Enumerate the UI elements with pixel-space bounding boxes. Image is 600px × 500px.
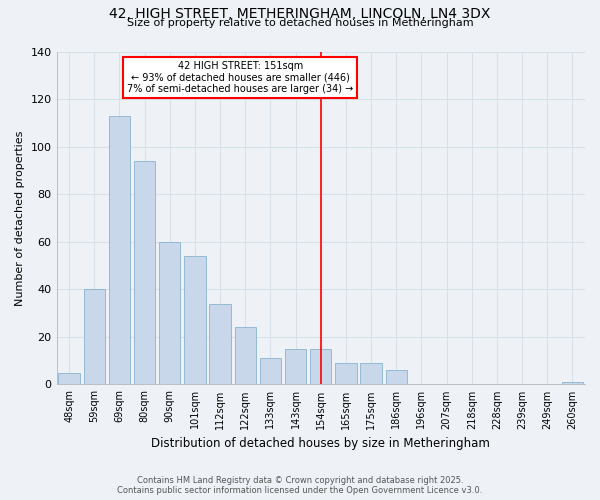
Bar bbox=[310, 349, 331, 384]
Bar bbox=[235, 328, 256, 384]
Bar bbox=[386, 370, 407, 384]
Bar bbox=[562, 382, 583, 384]
Bar bbox=[260, 358, 281, 384]
Text: Size of property relative to detached houses in Metheringham: Size of property relative to detached ho… bbox=[127, 18, 473, 28]
Bar bbox=[134, 161, 155, 384]
Text: Contains HM Land Registry data © Crown copyright and database right 2025.
Contai: Contains HM Land Registry data © Crown c… bbox=[118, 476, 482, 495]
Bar bbox=[209, 304, 231, 384]
Bar bbox=[335, 363, 356, 384]
X-axis label: Distribution of detached houses by size in Metheringham: Distribution of detached houses by size … bbox=[151, 437, 490, 450]
Text: 42, HIGH STREET, METHERINGHAM, LINCOLN, LN4 3DX: 42, HIGH STREET, METHERINGHAM, LINCOLN, … bbox=[109, 8, 491, 22]
Y-axis label: Number of detached properties: Number of detached properties bbox=[15, 130, 25, 306]
Bar bbox=[159, 242, 181, 384]
Bar bbox=[83, 290, 105, 384]
Bar bbox=[109, 116, 130, 384]
Bar bbox=[285, 349, 307, 384]
Text: 42 HIGH STREET: 151sqm
← 93% of detached houses are smaller (446)
7% of semi-det: 42 HIGH STREET: 151sqm ← 93% of detached… bbox=[127, 61, 353, 94]
Bar bbox=[58, 372, 80, 384]
Bar bbox=[184, 256, 206, 384]
Bar bbox=[361, 363, 382, 384]
